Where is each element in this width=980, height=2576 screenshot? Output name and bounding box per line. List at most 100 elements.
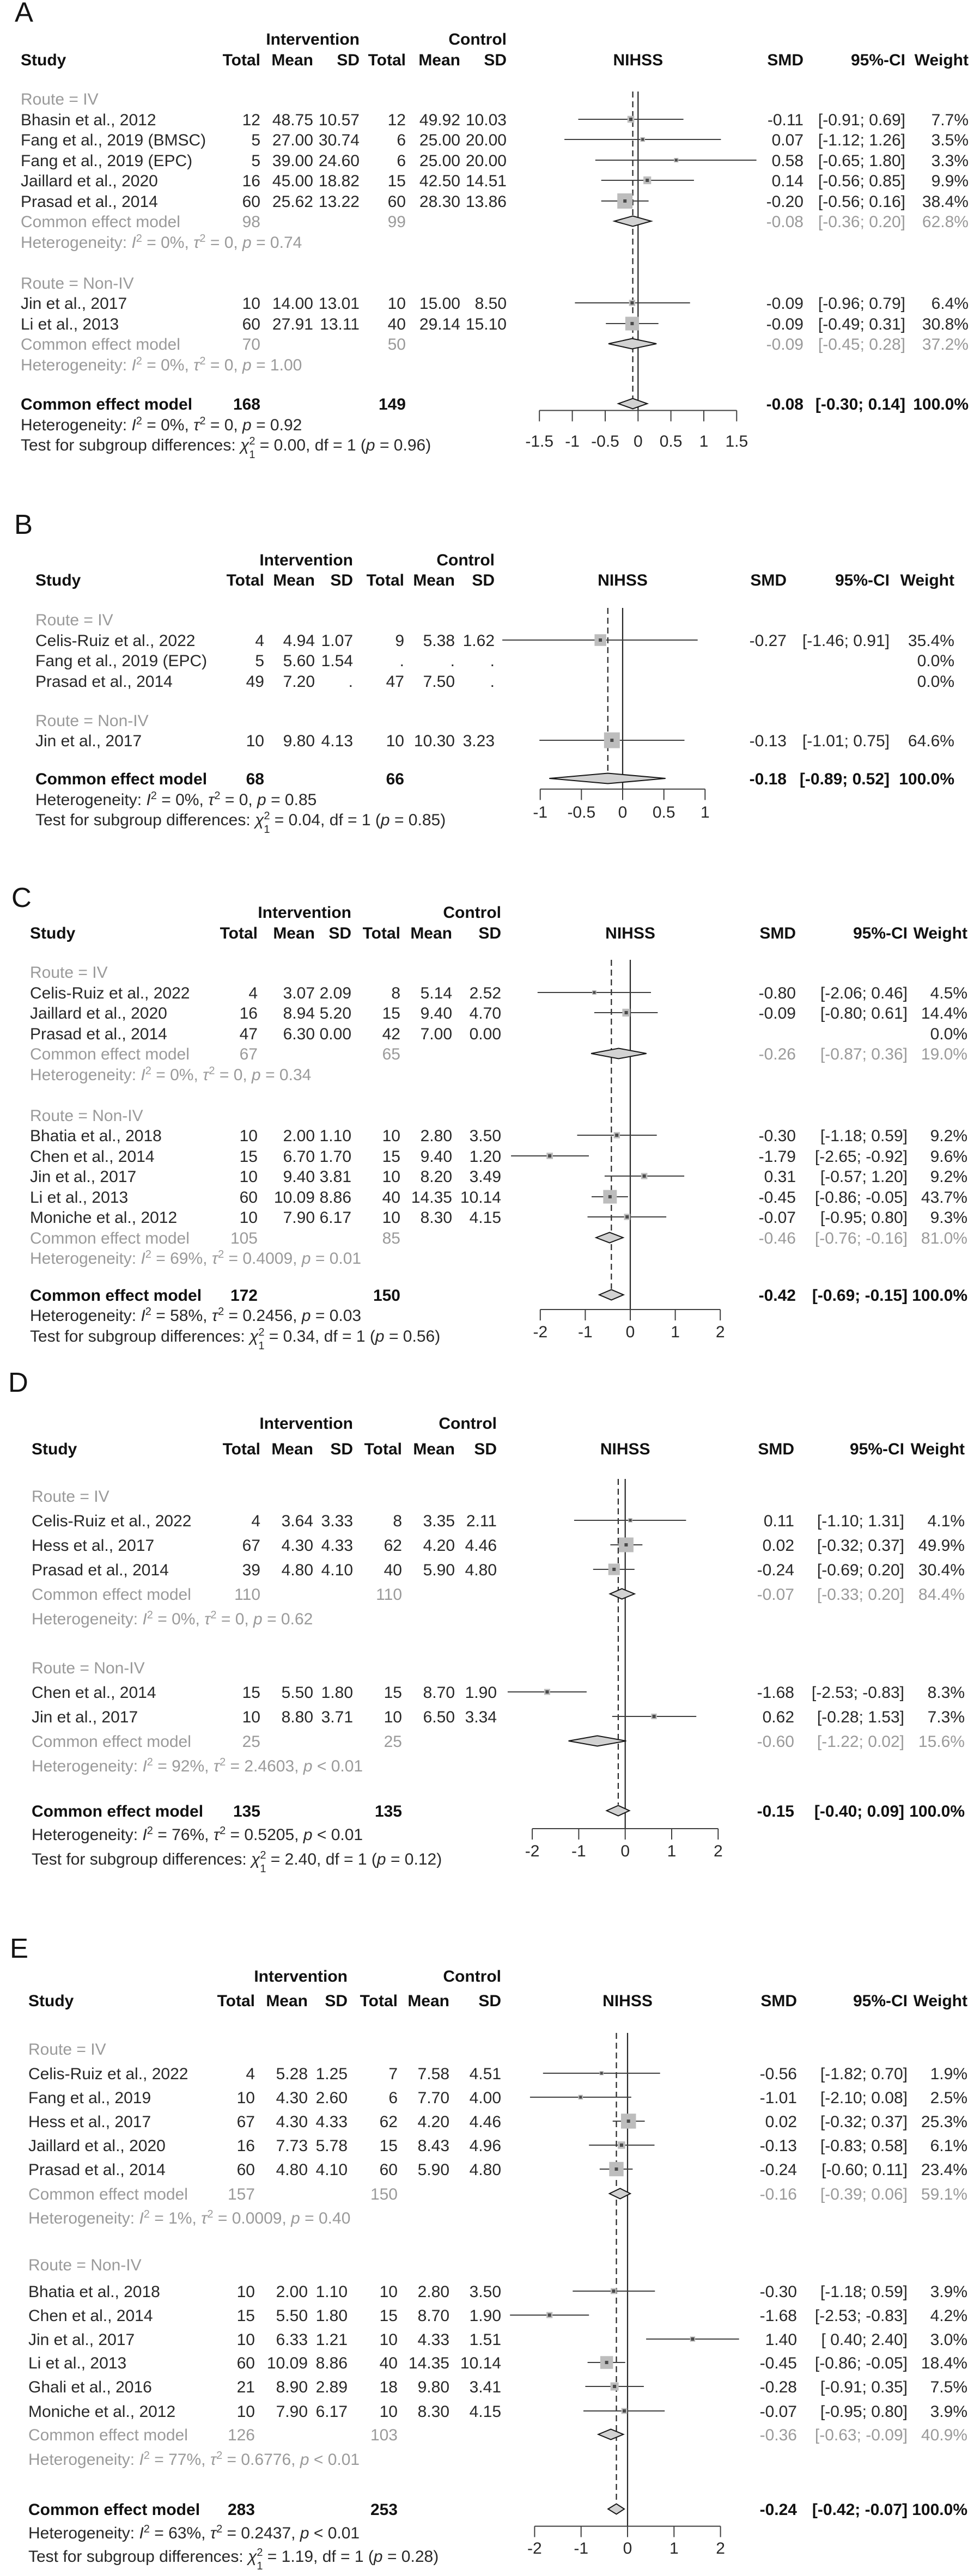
svg-text:42: 42 (382, 1025, 400, 1043)
svg-text:Common effect model: Common effect model (21, 395, 192, 413)
svg-text:0: 0 (618, 803, 628, 821)
svg-text:[-1.12; 1.26]: [-1.12; 1.26] (818, 131, 905, 149)
svg-text:4.2%: 4.2% (930, 2307, 967, 2325)
svg-text:Study: Study (30, 924, 76, 942)
svg-text:-1.01: -1.01 (760, 2089, 797, 2107)
svg-text:4.30: 4.30 (282, 1537, 313, 1555)
svg-text:16: 16 (240, 1004, 258, 1022)
svg-text:110: 110 (234, 1586, 260, 1604)
svg-text:Total: Total (363, 924, 400, 942)
svg-text:Common effect model: Common effect model (21, 213, 180, 231)
svg-text:Celis-Ruiz et al., 2022: Celis-Ruiz et al., 2022 (32, 1512, 191, 1530)
svg-text:Common effect model: Common effect model (32, 1733, 191, 1751)
svg-text:14.35: 14.35 (409, 2354, 449, 2372)
svg-text:Heterogeneity: I2​ = 1%, τ2​ =: Heterogeneity: I2​ = 1%, τ2​ = 0.0009, p… (28, 2208, 350, 2227)
svg-text:8: 8 (393, 1512, 402, 1530)
svg-text:Chen et al., 2014: Chen et al., 2014 (28, 2307, 153, 2325)
svg-text:SD: SD (474, 1440, 497, 1458)
svg-text:100.0%: 100.0% (913, 395, 969, 413)
svg-text:14.00: 14.00 (272, 295, 313, 313)
svg-text:10: 10 (380, 2403, 398, 2421)
svg-text:Mean: Mean (273, 571, 315, 589)
svg-text:Heterogeneity: I2​ = 63%, τ2​: Heterogeneity: I2​ = 63%, τ2​ = 0.2437, … (28, 2523, 360, 2542)
svg-text:Mean: Mean (413, 571, 455, 589)
svg-text:-0.24: -0.24 (757, 1561, 794, 1579)
svg-text:20.00: 20.00 (466, 152, 507, 170)
svg-text:SD: SD (325, 1992, 348, 2010)
svg-text:Route = Non-IV: Route = Non-IV (28, 2256, 142, 2274)
svg-text:47: 47 (386, 673, 404, 691)
svg-text:0.5: 0.5 (660, 433, 683, 450)
svg-text:4: 4 (251, 1512, 260, 1530)
svg-text:-0.45: -0.45 (759, 1189, 796, 1207)
svg-text:60: 60 (242, 315, 260, 333)
svg-text:[-0.89; 0.52]: [-0.89; 0.52] (800, 770, 890, 788)
svg-text:[-0.91; 0.69]: [-0.91; 0.69] (818, 111, 905, 129)
svg-text:7.5%: 7.5% (930, 2378, 967, 2396)
svg-text:7.3%: 7.3% (928, 1708, 965, 1726)
svg-text:10: 10 (237, 2331, 255, 2349)
svg-text:-1: -1 (565, 433, 580, 450)
svg-text:27.91: 27.91 (272, 315, 313, 333)
svg-text:1.25: 1.25 (316, 2065, 348, 2083)
svg-text:9.3%: 9.3% (930, 1209, 967, 1227)
svg-text:5.14: 5.14 (421, 984, 452, 1002)
svg-text:60: 60 (242, 193, 260, 211)
svg-text:[-0.40; 0.09]: [-0.40; 0.09] (814, 1802, 904, 1820)
svg-text:5.50: 5.50 (276, 2307, 308, 2325)
svg-text:6.4%: 6.4% (932, 295, 969, 313)
svg-text:Moniche et al., 2012: Moniche et al., 2012 (30, 1209, 177, 1227)
svg-text:0: 0 (623, 2540, 632, 2557)
svg-text:Fang et al., 2019: Fang et al., 2019 (28, 2089, 151, 2107)
svg-text:64.6%: 64.6% (908, 732, 954, 750)
svg-text:10: 10 (242, 1708, 260, 1726)
svg-text:Hess et al., 2017: Hess et al., 2017 (28, 2113, 151, 2131)
svg-text:27.00: 27.00 (272, 131, 313, 149)
svg-text:-0.09: -0.09 (766, 315, 804, 333)
svg-text:0.0%: 0.0% (930, 1025, 967, 1043)
svg-text:[-0.42; -0.07]: [-0.42; -0.07] (812, 2501, 908, 2519)
svg-text:60: 60 (388, 193, 406, 211)
svg-text:1.9%: 1.9% (930, 2065, 967, 2083)
svg-text:30.8%: 30.8% (922, 315, 969, 333)
svg-text:Route = IV: Route = IV (35, 611, 113, 629)
svg-text:10.57: 10.57 (319, 111, 360, 129)
svg-text:1.80: 1.80 (316, 2307, 348, 2325)
svg-text:Li et al., 2013: Li et al., 2013 (30, 1189, 128, 1207)
svg-text:4.30: 4.30 (276, 2113, 308, 2131)
svg-text:15: 15 (382, 1148, 400, 1166)
svg-text:10.14: 10.14 (460, 2354, 501, 2372)
svg-text:10: 10 (384, 1708, 402, 1726)
svg-text:8.50: 8.50 (475, 295, 507, 313)
svg-text:SMD: SMD (760, 1992, 797, 2010)
svg-text:60: 60 (237, 2161, 255, 2179)
svg-text:5: 5 (251, 131, 260, 149)
svg-text:-0.30: -0.30 (760, 2283, 797, 2301)
svg-text:Route = Non-IV: Route = Non-IV (21, 275, 134, 293)
svg-text:-0.56: -0.56 (760, 2065, 797, 2083)
svg-text:4.46: 4.46 (465, 1537, 497, 1555)
svg-text:35.4%: 35.4% (908, 632, 954, 650)
svg-text:-0.09: -0.09 (766, 295, 804, 313)
svg-text:[-0.76; -0.16]: [-0.76; -0.16] (815, 1229, 908, 1247)
svg-text:150: 150 (370, 2185, 398, 2203)
svg-text:10.30: 10.30 (414, 732, 455, 750)
svg-text:[-1.22; 0.02]: [-1.22; 0.02] (817, 1733, 904, 1751)
svg-text:49.9%: 49.9% (918, 1537, 965, 1555)
svg-text:[-0.33; 0.20]: [-0.33; 0.20] (817, 1586, 904, 1604)
svg-text:59.1%: 59.1% (921, 2185, 967, 2203)
svg-text:42.50: 42.50 (419, 172, 460, 190)
svg-text:126: 126 (228, 2426, 255, 2444)
svg-text:100.0%: 100.0% (909, 1802, 965, 1820)
svg-text:3.3%: 3.3% (932, 152, 969, 170)
svg-text:49.92: 49.92 (419, 111, 460, 129)
svg-text:[-2.53; -0.83]: [-2.53; -0.83] (812, 1684, 904, 1702)
svg-text:81.0%: 81.0% (921, 1229, 967, 1247)
svg-text:Chen et al., 2014: Chen et al., 2014 (30, 1148, 155, 1166)
svg-text:1.51: 1.51 (470, 2331, 501, 2349)
svg-text:10: 10 (237, 2089, 255, 2107)
svg-text:D: D (8, 1367, 28, 1398)
svg-text:9.2%: 9.2% (930, 1168, 967, 1186)
svg-text:9: 9 (395, 632, 404, 650)
svg-text:68: 68 (246, 770, 264, 788)
